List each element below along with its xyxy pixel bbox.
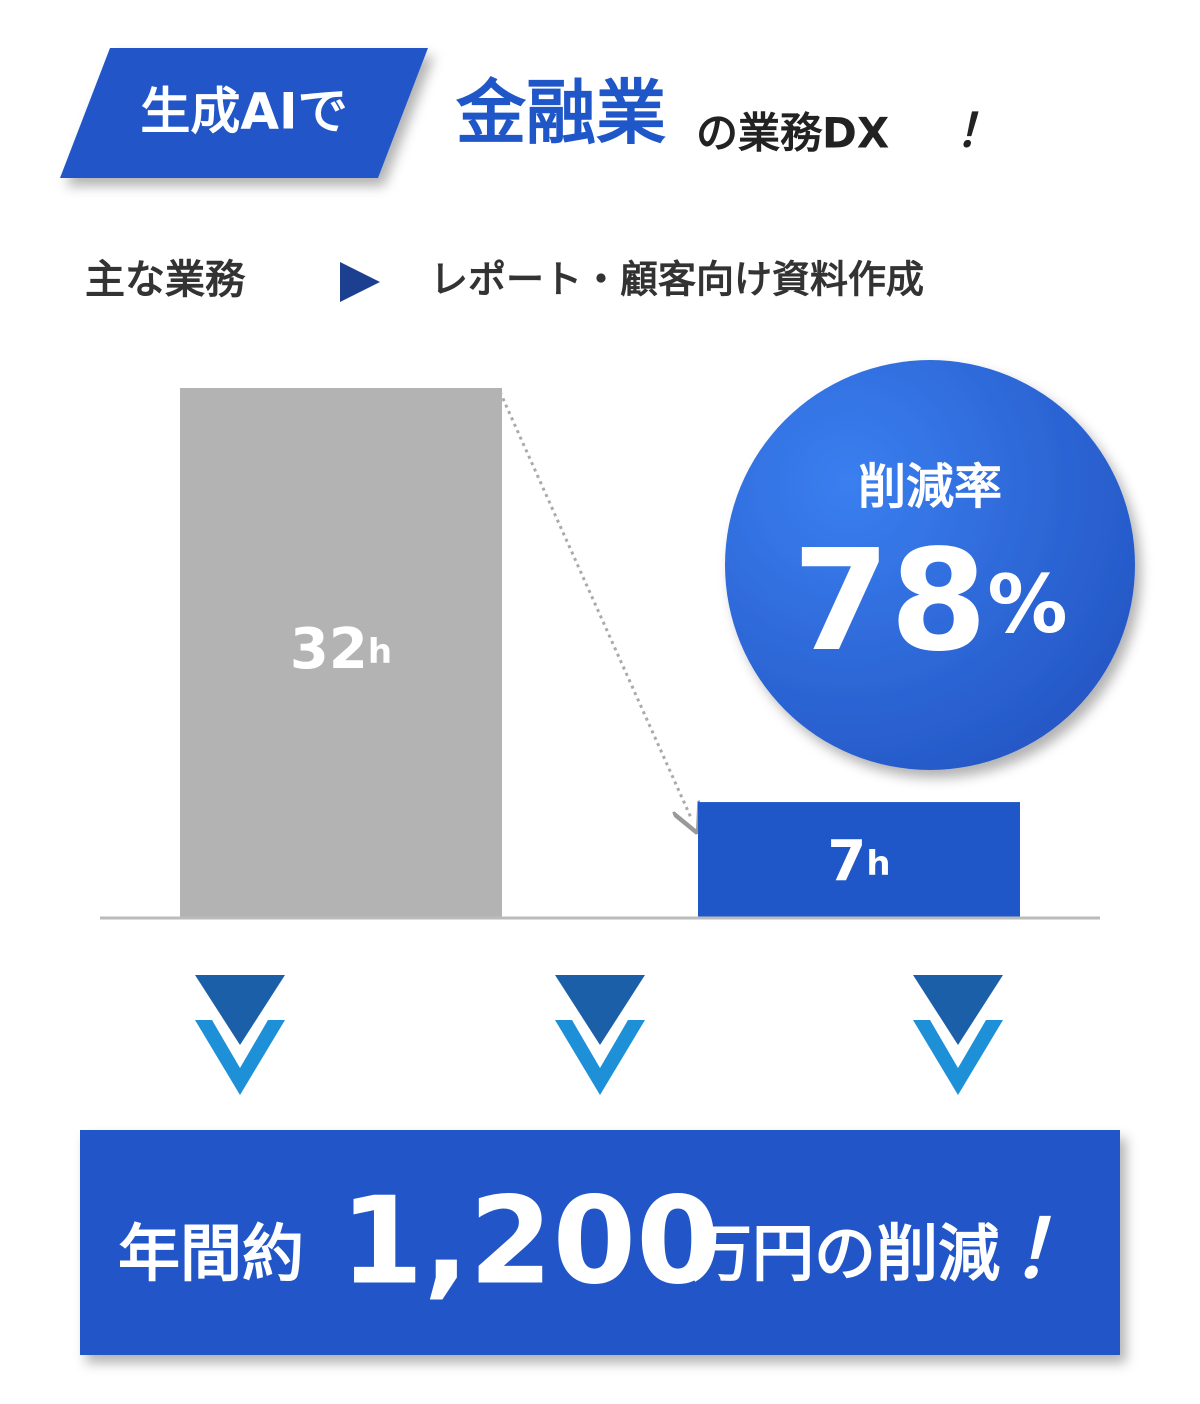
bar-value-label: 7h — [827, 829, 890, 894]
tag-text: 生成AIで — [140, 83, 347, 141]
summary-amount: 1,200 — [340, 1173, 720, 1312]
bar — [180, 388, 502, 918]
summary-prefix: 年間約 — [118, 1217, 304, 1290]
reduction-circle — [725, 360, 1135, 770]
chevrons — [195, 975, 1003, 1095]
title-main: 金融業 — [455, 72, 666, 154]
connector — [498, 391, 692, 820]
task-arrow — [340, 262, 380, 302]
summary-box — [80, 1130, 1120, 1355]
tag-badge — [60, 48, 428, 178]
text-part: 7 — [827, 829, 866, 894]
bar-value-label: 32h — [290, 617, 392, 682]
text-part: h — [866, 844, 890, 884]
text-part: % — [987, 558, 1067, 651]
task-value: レポート・顧客向け資料作成 — [430, 258, 924, 302]
bar — [698, 802, 1020, 918]
text-part: 78 — [793, 520, 988, 683]
reduction-value: 78% — [793, 520, 1068, 683]
summary-suffix: 万円の削減 — [690, 1217, 1000, 1290]
text-part: 32 — [290, 617, 368, 682]
task-label: 主な業務 — [85, 257, 246, 303]
text-part: h — [368, 632, 392, 672]
summary-mark: ！ — [1010, 1203, 1090, 1296]
title-rest: の業務DX — [696, 109, 889, 158]
reduction-label: 削減率 — [858, 459, 1002, 515]
title-mark: ！ — [955, 104, 1001, 158]
